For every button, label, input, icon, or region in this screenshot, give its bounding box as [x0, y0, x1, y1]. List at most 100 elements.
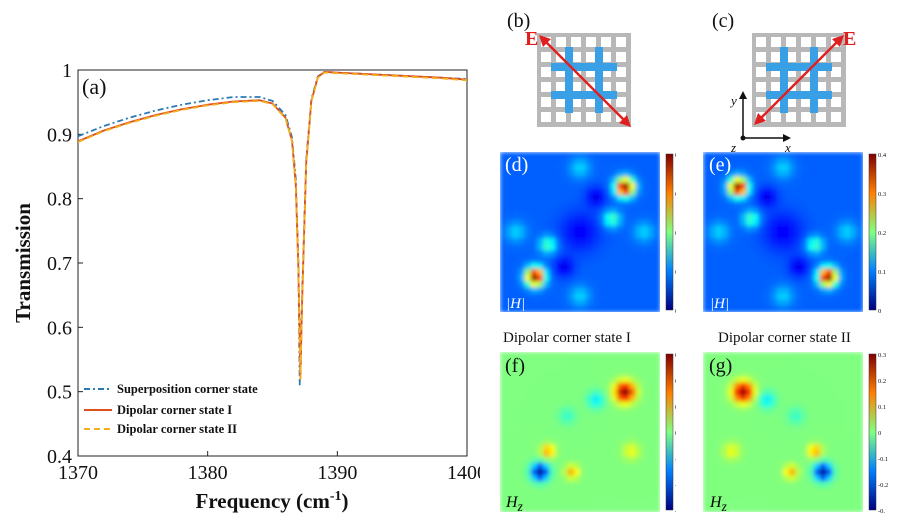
heatmap-cell	[506, 164, 513, 172]
heatmap-cell	[783, 232, 790, 239]
heatmap-cell	[721, 444, 729, 452]
heatmap-cell	[635, 207, 643, 215]
heatmap-cell	[807, 364, 815, 372]
heatmap-cell	[598, 287, 606, 295]
heatmap-cell	[573, 244, 581, 252]
heatmap-cell	[807, 219, 815, 227]
heatmap-cell	[506, 395, 513, 402]
heatmap-cell	[844, 419, 852, 427]
heatmap-cell	[770, 232, 778, 239]
heatmap-cell	[616, 287, 624, 295]
heatmap-cell	[752, 388, 759, 396]
heatmap-cell	[506, 268, 513, 276]
heatmap-cell	[580, 182, 587, 190]
heatmap-cell	[776, 219, 784, 227]
heatmap	[703, 352, 863, 512]
heatmap-cell	[770, 268, 778, 276]
heatmap-cell	[629, 207, 636, 215]
heatmap-cell	[789, 225, 796, 233]
heatmap-cell	[623, 250, 630, 258]
heatmap-cell	[795, 207, 803, 215]
heatmap-cell	[850, 413, 858, 421]
heatmap-cell	[832, 213, 839, 221]
heatmap-cell	[752, 493, 759, 501]
heatmap-cell	[826, 475, 833, 482]
heatmap-cell	[746, 305, 753, 312]
heatmap-cell	[635, 395, 643, 402]
heatmap-cell	[561, 176, 569, 184]
heatmap-cell	[715, 176, 723, 184]
heatmap-cell	[500, 268, 507, 276]
heatmap-cell	[703, 219, 710, 227]
grid-hole	[756, 82, 766, 92]
heatmap-cell	[819, 219, 827, 227]
heatmap-cell	[543, 219, 550, 227]
heatmap-cell	[555, 382, 563, 390]
heatmap-cell	[795, 419, 803, 427]
heatmap-cell	[838, 475, 846, 482]
heatmap-cell	[512, 462, 520, 470]
heatmap-cell	[739, 468, 747, 476]
heatmap-cell	[536, 299, 544, 307]
heatmap-cell	[807, 158, 815, 165]
heatmap-cell	[746, 287, 753, 295]
heatmap-cell	[653, 201, 660, 208]
heatmap-cell	[795, 293, 803, 301]
heatmap-cell	[703, 225, 710, 233]
heatmap-cell	[715, 275, 723, 282]
heatmap-cell	[586, 256, 593, 264]
heatmap-cell	[610, 376, 618, 384]
heatmap-cell	[770, 299, 778, 307]
heatmap-cell	[733, 487, 741, 495]
heatmap-cell	[746, 250, 753, 258]
heatmap-cell	[598, 176, 606, 184]
heatmap-cell	[506, 305, 513, 312]
heatmap-cell	[832, 468, 839, 476]
heatmap-cell	[727, 432, 735, 439]
heatmap-cell	[580, 225, 587, 233]
heatmap-cell	[844, 268, 852, 276]
heatmap-cell	[850, 188, 858, 196]
heatmap-cell	[506, 456, 513, 464]
heatmap-cell	[623, 475, 630, 482]
heatmap-cell	[807, 299, 815, 307]
heatmap-cell	[549, 413, 556, 421]
heatmap-cell	[506, 170, 513, 178]
heatmap-cell	[739, 232, 747, 239]
heatmap-cell	[518, 370, 526, 378]
heatmap-cell	[512, 358, 520, 365]
heatmap-cell	[580, 176, 587, 184]
heatmap-cell	[629, 250, 636, 258]
heatmap-cell	[715, 382, 723, 390]
heatmap-cell	[727, 493, 735, 501]
heatmap-cell	[543, 388, 550, 396]
heatmap-cell	[758, 170, 766, 178]
heatmap-cell	[856, 450, 863, 458]
heatmap-cell	[653, 188, 660, 196]
heatmap-cell	[512, 250, 520, 258]
heatmap-cell	[789, 505, 796, 512]
heatmap-cell	[807, 425, 815, 433]
heatmap-cell	[653, 358, 660, 365]
heatmap-cell	[653, 419, 660, 427]
heatmap-cell	[598, 256, 606, 264]
colorbar-tick-label: 0.2	[878, 378, 886, 385]
field-map-e: 0.40.30.20.10	[703, 152, 887, 315]
heatmap-cell	[573, 158, 581, 165]
heatmap-cell	[623, 170, 630, 178]
heatmap-cell	[567, 164, 575, 172]
heatmap-cell	[739, 388, 747, 396]
heatmap-cell	[543, 505, 550, 512]
heatmap-cell	[715, 201, 723, 208]
heatmap-cell	[709, 456, 716, 464]
heatmap-cell	[524, 364, 532, 372]
heatmap-cell	[795, 382, 803, 390]
heatmap-cell	[506, 376, 513, 384]
heatmap-cell	[819, 268, 827, 276]
heatmap-cell	[586, 358, 593, 365]
heatmap-cell	[838, 493, 846, 501]
heatmap-cell	[549, 444, 556, 452]
heatmap-cell	[758, 188, 766, 196]
heatmap-cell	[752, 438, 759, 445]
heatmap-cell	[789, 413, 796, 421]
